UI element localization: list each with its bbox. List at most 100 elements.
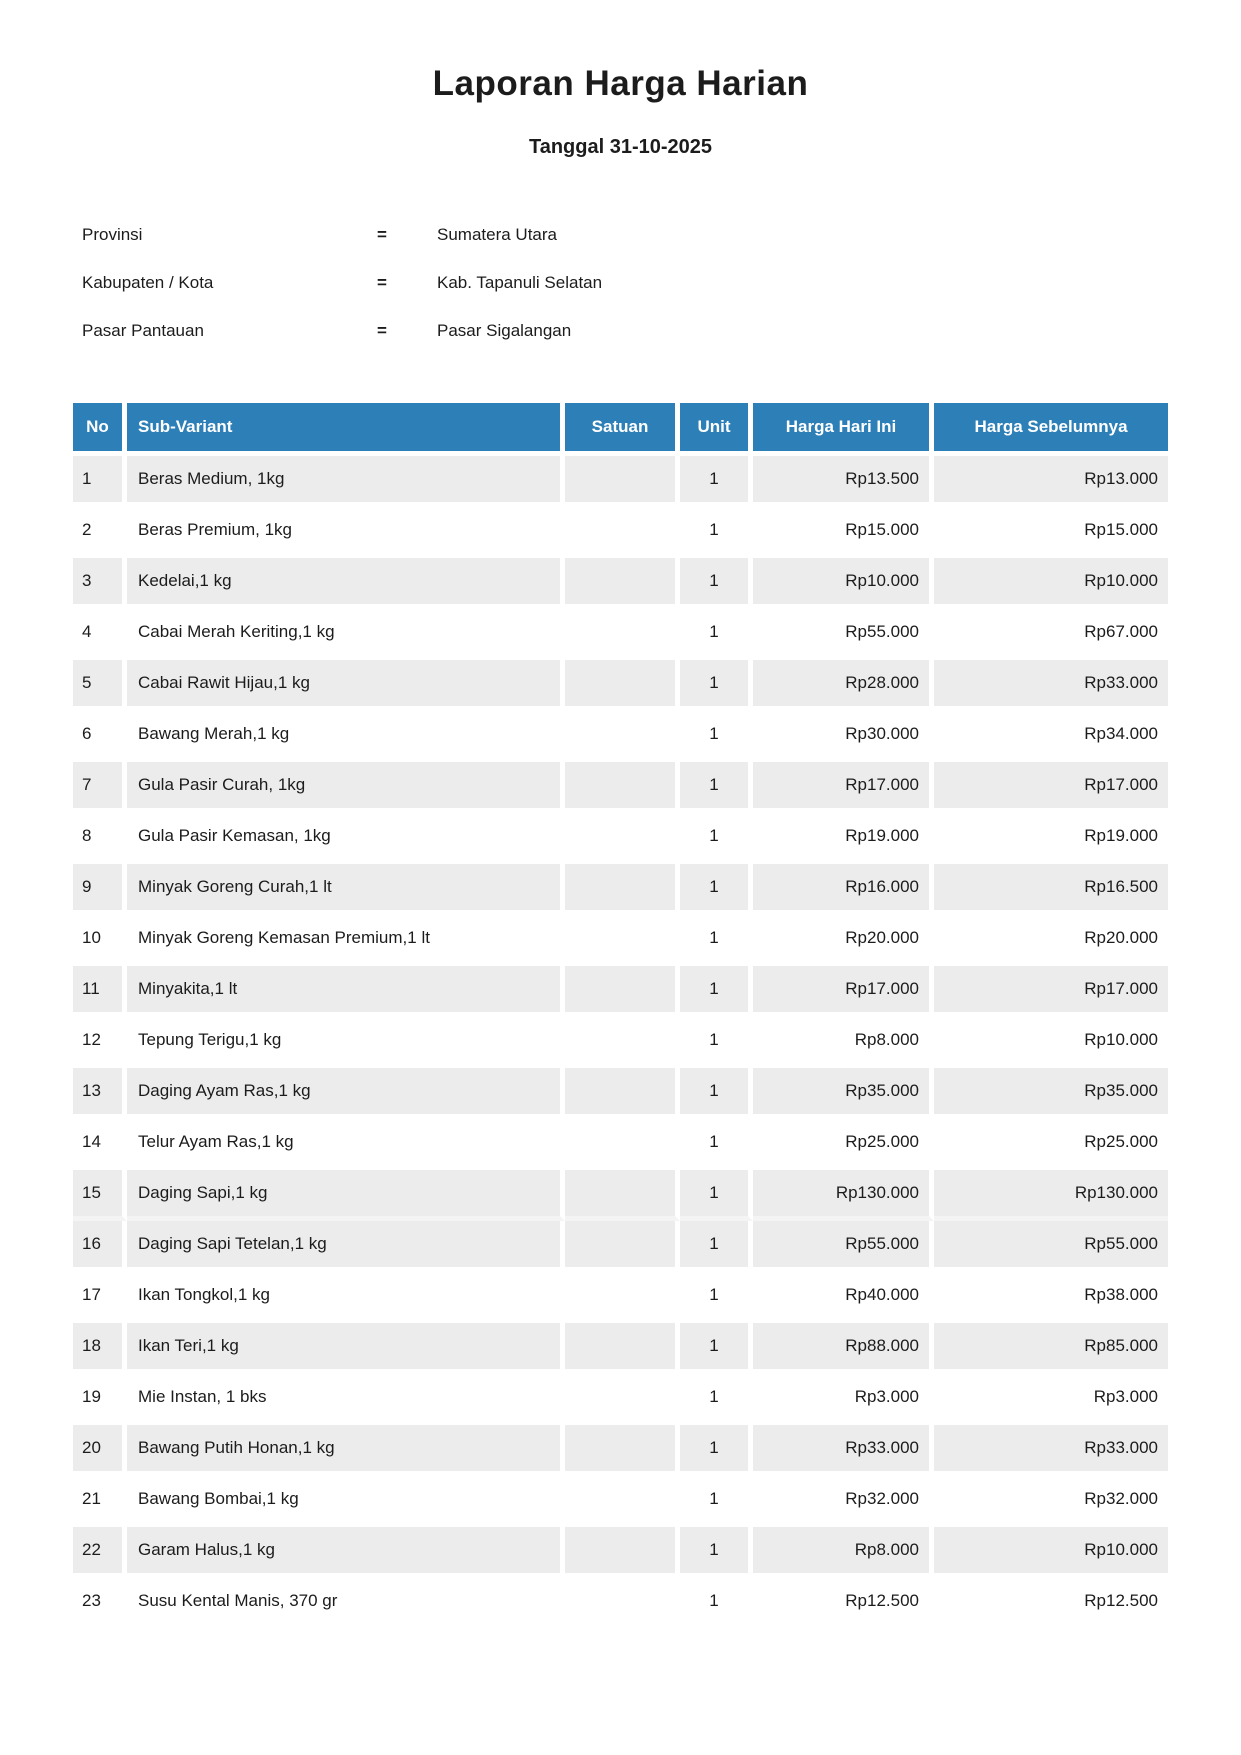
harga-sebelumnya-cell: Rp12.500 <box>934 1578 1168 1629</box>
satuan-cell <box>565 1119 680 1170</box>
harga-hari-ini-cell: Rp33.000 <box>753 1425 934 1476</box>
harga-sebelumnya-cell: Rp13.000 <box>934 456 1168 507</box>
harga-sebelumnya-cell: Rp10.000 <box>934 1017 1168 1068</box>
table-row: 10 Minyak Goreng Kemasan Premium,1 lt 1 Rp2… <box>73 915 1168 966</box>
sub-variant-cell: Bawang Merah,1 kg <box>127 711 565 762</box>
harga-sebelumnya-cell: Rp38.000 <box>934 1272 1168 1323</box>
sub-variant-cell: Tepung Terigu,1 kg <box>127 1017 565 1068</box>
no-cell: 7 <box>73 762 127 813</box>
no-cell: 11 <box>73 966 127 1017</box>
table-row: 14 Telur Ayam Ras,1 kg 1 Rp25.000 Rp25.000 <box>73 1119 1168 1170</box>
column-header-unit: Unit <box>680 403 753 456</box>
meta-value-kabupaten: Kab. Tapanuli Selatan <box>437 273 603 292</box>
satuan-cell <box>565 1527 680 1578</box>
no-cell: 17 <box>73 1272 127 1323</box>
no-cell: 4 <box>73 609 127 660</box>
no-cell: 3 <box>73 558 127 609</box>
sub-variant-cell: Garam Halus,1 kg <box>127 1527 565 1578</box>
harga-sebelumnya-cell: Rp32.000 <box>934 1476 1168 1527</box>
satuan-cell <box>565 915 680 966</box>
harga-sebelumnya-cell: Rp10.000 <box>934 1527 1168 1578</box>
unit-cell: 1 <box>680 1527 753 1578</box>
harga-hari-ini-cell: Rp88.000 <box>753 1323 934 1374</box>
satuan-cell <box>565 1170 680 1221</box>
harga-hari-ini-cell: Rp20.000 <box>753 915 934 966</box>
satuan-cell <box>565 762 680 813</box>
meta-value-provinsi: Sumatera Utara <box>437 225 557 244</box>
harga-hari-ini-cell: Rp35.000 <box>753 1068 934 1119</box>
no-cell: 13 <box>73 1068 127 1119</box>
satuan-cell <box>565 1221 680 1272</box>
harga-hari-ini-cell: Rp16.000 <box>753 864 934 915</box>
unit-cell: 1 <box>680 1323 753 1374</box>
sub-variant-cell: Bawang Bombai,1 kg <box>127 1476 565 1527</box>
satuan-cell <box>565 864 680 915</box>
no-cell: 10 <box>73 915 127 966</box>
unit-cell: 1 <box>680 864 753 915</box>
table-row: 23 Susu Kental Manis, 370 gr 1 Rp12.500 Rp12… <box>73 1578 1168 1629</box>
unit-cell: 1 <box>680 966 753 1017</box>
price-table: No Sub-Variant Satuan Unit Harga Hari Ini Har… <box>73 403 1168 1629</box>
unit-cell: 1 <box>680 1374 753 1425</box>
table-header-row: No Sub-Variant Satuan Unit Harga Hari Ini Har… <box>73 403 1168 456</box>
sub-variant-cell: Daging Sapi Tetelan,1 kg <box>127 1221 565 1272</box>
table-row: 21 Bawang Bombai,1 kg 1 Rp32.000 Rp32.000 <box>73 1476 1168 1527</box>
harga-sebelumnya-cell: Rp55.000 <box>934 1221 1168 1272</box>
no-cell: 20 <box>73 1425 127 1476</box>
meta-label-kabupaten: Kabupaten / Kota <box>82 273 214 292</box>
table-row: 19 Mie Instan, 1 bks 1 Rp3.000 Rp3.000 <box>73 1374 1168 1425</box>
table-row: 9 Minyak Goreng Curah,1 lt 1 Rp16.000 Rp16.5… <box>73 864 1168 915</box>
harga-sebelumnya-cell: Rp33.000 <box>934 660 1168 711</box>
harga-sebelumnya-cell: Rp67.000 <box>934 609 1168 660</box>
satuan-cell <box>565 1017 680 1068</box>
unit-cell: 1 <box>680 915 753 966</box>
table-row: 6 Bawang Merah,1 kg 1 Rp30.000 Rp34.000 <box>73 711 1168 762</box>
unit-cell: 1 <box>680 1119 753 1170</box>
column-header-sub-variant: Sub-Variant <box>127 403 565 456</box>
table-row: 3 Kedelai,1 kg 1 Rp10.000 Rp10.000 <box>73 558 1168 609</box>
no-cell: 23 <box>73 1578 127 1629</box>
no-cell: 14 <box>73 1119 127 1170</box>
report-meta: Provinsi = Sumatera Utara Kabupaten / Ko… <box>73 211 1168 355</box>
harga-hari-ini-cell: Rp8.000 <box>753 1527 934 1578</box>
no-cell: 16 <box>73 1221 127 1272</box>
table-row: 5 Cabai Rawit Hijau,1 kg 1 Rp28.000 Rp33.000 <box>73 660 1168 711</box>
column-header-harga-sebelumnya: Harga Sebelumnya <box>934 403 1168 456</box>
harga-hari-ini-cell: Rp130.000 <box>753 1170 934 1221</box>
satuan-cell <box>565 1068 680 1119</box>
harga-hari-ini-cell: Rp40.000 <box>753 1272 934 1323</box>
harga-sebelumnya-cell: Rp33.000 <box>934 1425 1168 1476</box>
page-title: Laporan Harga Harian <box>432 64 809 103</box>
harga-hari-ini-cell: Rp8.000 <box>753 1017 934 1068</box>
unit-cell: 1 <box>680 762 753 813</box>
sub-variant-cell: Bawang Putih Honan,1 kg <box>127 1425 565 1476</box>
no-cell: 19 <box>73 1374 127 1425</box>
satuan-cell <box>565 558 680 609</box>
harga-sebelumnya-cell: Rp19.000 <box>934 813 1168 864</box>
satuan-cell <box>565 609 680 660</box>
no-cell: 1 <box>73 456 127 507</box>
harga-hari-ini-cell: Rp3.000 <box>753 1374 934 1425</box>
harga-hari-ini-cell: Rp19.000 <box>753 813 934 864</box>
satuan-cell <box>565 813 680 864</box>
no-cell: 15 <box>73 1170 127 1221</box>
satuan-cell <box>565 1374 680 1425</box>
table-row: 2 Beras Premium, 1kg 1 Rp15.000 Rp15.000 <box>73 507 1168 558</box>
table-row: 15 Daging Sapi,1 kg 1 Rp130.000 Rp130.000 <box>73 1170 1168 1221</box>
sub-variant-cell: Mie Instan, 1 bks <box>127 1374 565 1425</box>
satuan-cell <box>565 507 680 558</box>
unit-cell: 1 <box>680 609 753 660</box>
table-row: 7 Gula Pasir Curah, 1kg 1 Rp17.000 Rp17.000 <box>73 762 1168 813</box>
unit-cell: 1 <box>680 558 753 609</box>
sub-variant-cell: Gula Pasir Curah, 1kg <box>127 762 565 813</box>
harga-sebelumnya-cell: Rp34.000 <box>934 711 1168 762</box>
sub-variant-cell: Beras Medium, 1kg <box>127 456 565 507</box>
table-row: 8 Gula Pasir Kemasan, 1kg 1 Rp19.000 Rp19.00… <box>73 813 1168 864</box>
no-cell: 2 <box>73 507 127 558</box>
no-cell: 6 <box>73 711 127 762</box>
harga-sebelumnya-cell: Rp17.000 <box>934 762 1168 813</box>
column-header-no: No <box>73 403 127 456</box>
sub-variant-cell: Minyakita,1 lt <box>127 966 565 1017</box>
sub-variant-cell: Telur Ayam Ras,1 kg <box>127 1119 565 1170</box>
